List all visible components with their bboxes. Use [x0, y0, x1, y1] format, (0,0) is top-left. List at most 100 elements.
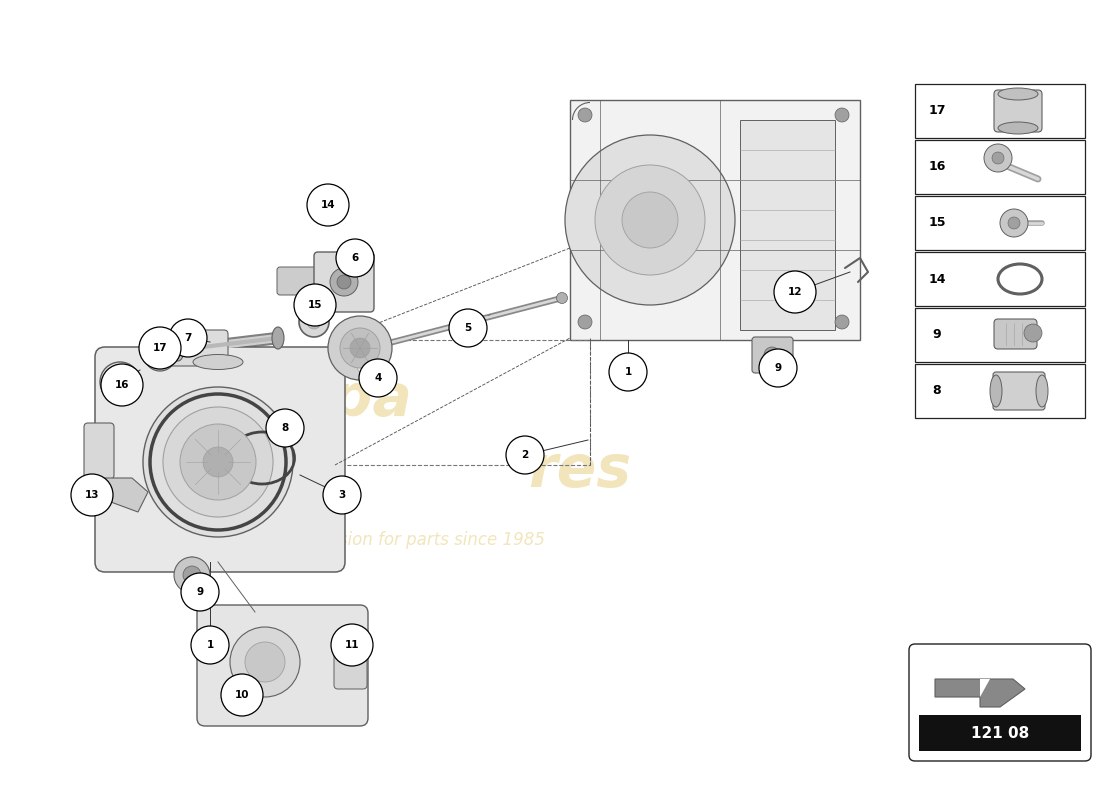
- FancyBboxPatch shape: [84, 423, 114, 479]
- Polygon shape: [100, 478, 148, 512]
- FancyBboxPatch shape: [994, 90, 1042, 132]
- Circle shape: [330, 268, 358, 296]
- Text: a passion for parts since 1985: a passion for parts since 1985: [295, 531, 546, 549]
- FancyBboxPatch shape: [752, 337, 793, 373]
- Circle shape: [191, 626, 229, 664]
- Circle shape: [340, 328, 379, 368]
- Circle shape: [449, 309, 487, 347]
- Circle shape: [100, 362, 140, 402]
- Polygon shape: [570, 100, 860, 340]
- FancyBboxPatch shape: [994, 319, 1037, 349]
- Text: 1: 1: [625, 367, 631, 377]
- Circle shape: [337, 275, 351, 289]
- Text: 3: 3: [339, 490, 345, 500]
- Text: 11: 11: [344, 640, 360, 650]
- Circle shape: [294, 284, 335, 326]
- Text: eurospa: eurospa: [147, 371, 412, 429]
- Circle shape: [182, 573, 219, 611]
- Polygon shape: [980, 679, 990, 697]
- Circle shape: [174, 557, 210, 593]
- Circle shape: [101, 364, 143, 406]
- Text: 17: 17: [153, 343, 167, 353]
- Circle shape: [139, 327, 182, 369]
- Text: 15: 15: [928, 217, 946, 230]
- Text: 9: 9: [197, 587, 204, 597]
- Ellipse shape: [990, 375, 1002, 407]
- FancyBboxPatch shape: [334, 646, 367, 689]
- Bar: [915, 140, 1085, 194]
- Circle shape: [1024, 324, 1042, 342]
- Circle shape: [984, 144, 1012, 172]
- Circle shape: [328, 316, 392, 380]
- Circle shape: [835, 315, 849, 329]
- Circle shape: [336, 239, 374, 277]
- Circle shape: [183, 566, 201, 584]
- Text: 9: 9: [933, 329, 942, 342]
- Bar: [336, 340, 590, 465]
- Circle shape: [323, 476, 361, 514]
- Circle shape: [221, 674, 263, 716]
- Ellipse shape: [192, 354, 243, 370]
- Text: 13: 13: [85, 490, 99, 500]
- FancyBboxPatch shape: [197, 605, 368, 726]
- Ellipse shape: [350, 357, 380, 379]
- Circle shape: [774, 271, 816, 313]
- Circle shape: [578, 315, 592, 329]
- Circle shape: [266, 409, 304, 447]
- Bar: [915, 196, 1085, 250]
- FancyBboxPatch shape: [314, 252, 374, 312]
- Circle shape: [180, 424, 256, 500]
- Circle shape: [578, 108, 592, 122]
- Ellipse shape: [1036, 375, 1048, 407]
- Circle shape: [557, 293, 568, 303]
- Circle shape: [169, 319, 207, 357]
- Circle shape: [609, 353, 647, 391]
- Circle shape: [992, 152, 1004, 164]
- FancyBboxPatch shape: [158, 330, 228, 366]
- FancyBboxPatch shape: [909, 644, 1091, 761]
- Bar: [915, 252, 1085, 306]
- Text: 1: 1: [207, 640, 213, 650]
- Circle shape: [621, 192, 678, 248]
- Circle shape: [1000, 209, 1028, 237]
- Text: 16: 16: [114, 380, 130, 390]
- Text: 14: 14: [321, 200, 336, 210]
- Circle shape: [163, 407, 273, 517]
- Circle shape: [307, 184, 349, 226]
- Text: 8: 8: [933, 385, 942, 398]
- Circle shape: [143, 387, 293, 537]
- FancyBboxPatch shape: [95, 347, 345, 572]
- Text: 14: 14: [928, 273, 946, 286]
- Ellipse shape: [998, 88, 1038, 100]
- Bar: [918, 715, 1081, 751]
- Text: 9: 9: [774, 363, 782, 373]
- FancyBboxPatch shape: [993, 372, 1045, 410]
- Circle shape: [595, 165, 705, 275]
- Text: 12: 12: [788, 287, 802, 297]
- Circle shape: [1008, 217, 1020, 229]
- Polygon shape: [935, 679, 1025, 707]
- Bar: [740, 120, 835, 330]
- Text: 6: 6: [351, 253, 359, 263]
- Text: 5: 5: [464, 323, 472, 333]
- Text: res: res: [528, 442, 631, 498]
- Text: 10: 10: [234, 690, 250, 700]
- Circle shape: [506, 436, 544, 474]
- Circle shape: [359, 359, 397, 397]
- Circle shape: [204, 447, 233, 477]
- Circle shape: [72, 474, 113, 516]
- Bar: [915, 84, 1085, 138]
- Circle shape: [565, 135, 735, 305]
- Text: 8: 8: [282, 423, 288, 433]
- Circle shape: [350, 338, 370, 358]
- Circle shape: [245, 642, 285, 682]
- Circle shape: [759, 349, 797, 387]
- Text: 16: 16: [928, 161, 946, 174]
- Ellipse shape: [272, 327, 284, 349]
- Bar: [915, 364, 1085, 418]
- Text: 2: 2: [521, 450, 529, 460]
- Text: 17: 17: [928, 105, 946, 118]
- Text: 121 08: 121 08: [971, 726, 1030, 741]
- Circle shape: [299, 307, 329, 337]
- Ellipse shape: [172, 339, 184, 361]
